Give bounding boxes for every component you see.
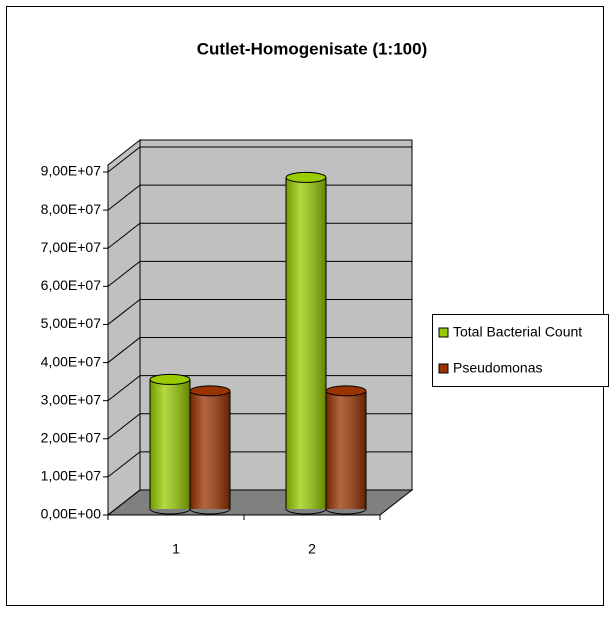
x-tick-label: 2 bbox=[308, 541, 316, 557]
chart-title: Cutlet-Homogenisate (1:100) bbox=[197, 39, 427, 58]
bar-outline bbox=[149, 379, 191, 515]
bar-top bbox=[285, 171, 327, 183]
legend-swatch bbox=[438, 363, 449, 374]
bar bbox=[149, 373, 191, 515]
side-wall bbox=[107, 138, 141, 517]
bar-outline bbox=[285, 177, 327, 515]
bar-shade bbox=[286, 177, 326, 509]
y-tick-label: 2,00E+07 bbox=[41, 429, 102, 445]
y-tick-label: 4,00E+07 bbox=[41, 353, 102, 369]
bar-shade bbox=[326, 390, 366, 509]
legend-label: Total Bacterial Count bbox=[453, 324, 582, 340]
bar bbox=[285, 171, 327, 515]
bar-shade bbox=[150, 379, 190, 509]
x-tick-label: 1 bbox=[172, 541, 180, 557]
legend-box bbox=[432, 314, 609, 387]
bar-outline bbox=[189, 390, 231, 515]
y-tick-label: 1,00E+07 bbox=[41, 468, 102, 484]
y-tick-label: 6,00E+07 bbox=[41, 277, 102, 293]
legend: Total Bacterial Count Pseudomonas bbox=[432, 314, 609, 387]
grid-line bbox=[107, 146, 412, 173]
legend-label: Pseudomonas bbox=[453, 360, 543, 376]
y-tick-label: 3,00E+07 bbox=[41, 391, 102, 407]
bar bbox=[325, 385, 367, 515]
bar-top bbox=[325, 385, 367, 397]
bar-outline bbox=[325, 390, 367, 515]
bar-shade bbox=[190, 390, 230, 509]
y-tick-label: 0,00E+00 bbox=[41, 506, 102, 522]
bar-top bbox=[149, 373, 191, 385]
y-tick-label: 8,00E+07 bbox=[41, 201, 102, 217]
y-tick-label: 7,00E+07 bbox=[41, 239, 102, 255]
y-tick-label: 5,00E+07 bbox=[41, 315, 102, 331]
y-tick-label: 9,00E+07 bbox=[41, 163, 102, 179]
bar bbox=[189, 385, 231, 515]
bar-top bbox=[189, 385, 231, 397]
legend-swatch bbox=[438, 327, 449, 338]
